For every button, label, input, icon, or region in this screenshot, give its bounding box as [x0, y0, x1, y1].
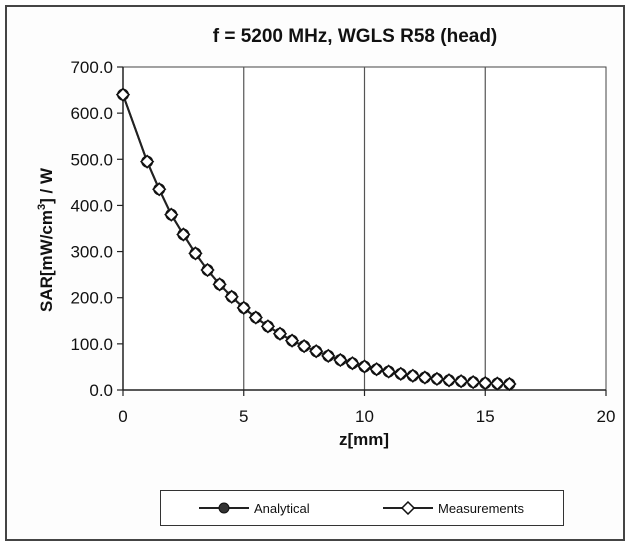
grid-lines — [243, 67, 486, 390]
y-tick-label-5: 500.0 — [70, 150, 113, 169]
series-group — [115, 87, 517, 392]
x-tick-label-2: 10 — [355, 407, 374, 426]
series-1-point-20 — [369, 362, 384, 377]
legend-item-analytical: Analytical — [197, 491, 310, 525]
series-1-point-22 — [393, 366, 408, 381]
series-1-point-8 — [224, 289, 239, 304]
series-1-point-7 — [212, 277, 227, 292]
series-1-point-17 — [333, 352, 348, 368]
series-1-point-26 — [441, 373, 457, 388]
series-1-point-6 — [200, 262, 215, 278]
series-1-point-23 — [405, 368, 420, 383]
x-axis-label: z[mm] — [339, 430, 389, 449]
series-1-point-1 — [140, 154, 155, 169]
series-1-point-19 — [357, 359, 372, 374]
x-tick-label-3: 15 — [476, 407, 495, 426]
series-1-point-13 — [284, 333, 300, 348]
series-1-point-29 — [478, 375, 493, 391]
series-1-point-10 — [248, 310, 263, 325]
y-tick-label-3: 300.0 — [70, 243, 113, 262]
series-1-point-21 — [381, 364, 396, 379]
axes — [117, 66, 607, 396]
series-1-point-2 — [152, 182, 167, 197]
legend-label-measurements: Measurements — [438, 500, 524, 516]
chart-title: f = 5200 MHz, WGLS R58 (head) — [213, 26, 498, 47]
tick-labels: 0.0 100.0 200.0 300.0 400.0 500.0 600.0 700.0 0 5… — [70, 58, 615, 426]
x-tick-label-4: 20 — [597, 407, 616, 426]
x-tick-label-0: 0 — [118, 407, 127, 426]
series-1-point-12 — [272, 326, 288, 341]
legend-label-analytical: Analytical — [254, 500, 310, 516]
legend: Analytical Measurements — [160, 490, 564, 526]
series-1-point-25 — [429, 371, 445, 387]
series-1-point-16 — [321, 348, 336, 363]
series-1-point-28 — [466, 375, 481, 390]
series-1-point-0 — [115, 87, 131, 102]
series-1-point-11 — [260, 319, 276, 334]
x-tick-label-1: 5 — [239, 407, 248, 426]
y-tick-label-0: 0.0 — [89, 381, 113, 400]
y-tick-label-6: 600.0 — [70, 104, 113, 123]
y-tick-label-2: 200.0 — [70, 289, 113, 308]
series-1-point-4 — [176, 227, 191, 242]
legend-swatch-analytical — [199, 502, 249, 514]
series-1-point-15 — [309, 344, 324, 359]
series-1-point-31 — [502, 376, 517, 392]
y-axis-label-prefix: SAR[mW/cm — [37, 210, 56, 312]
y-tick-label-1: 100.0 — [70, 335, 113, 354]
series-1-point-18 — [345, 356, 360, 371]
series-1-point-9 — [236, 300, 251, 315]
legend-item-measurements: Measurements — [381, 491, 524, 525]
series-1-point-27 — [453, 374, 469, 389]
y-axis-label-suffix: ] / W — [37, 167, 56, 204]
series-1-point-3 — [164, 207, 179, 222]
series-1-point-30 — [490, 376, 505, 391]
series-1-point-14 — [296, 339, 312, 354]
y-tick-label-7: 700.0 — [70, 58, 113, 77]
series-1-point-5 — [188, 246, 203, 261]
y-tick-label-4: 400.0 — [70, 196, 113, 215]
series-1-point-24 — [417, 370, 433, 385]
legend-swatch-measurements — [383, 501, 433, 515]
y-axis-label: SAR[mW/cm3] / W — [36, 167, 56, 312]
y-axis-label-sup: 3 — [36, 204, 48, 210]
